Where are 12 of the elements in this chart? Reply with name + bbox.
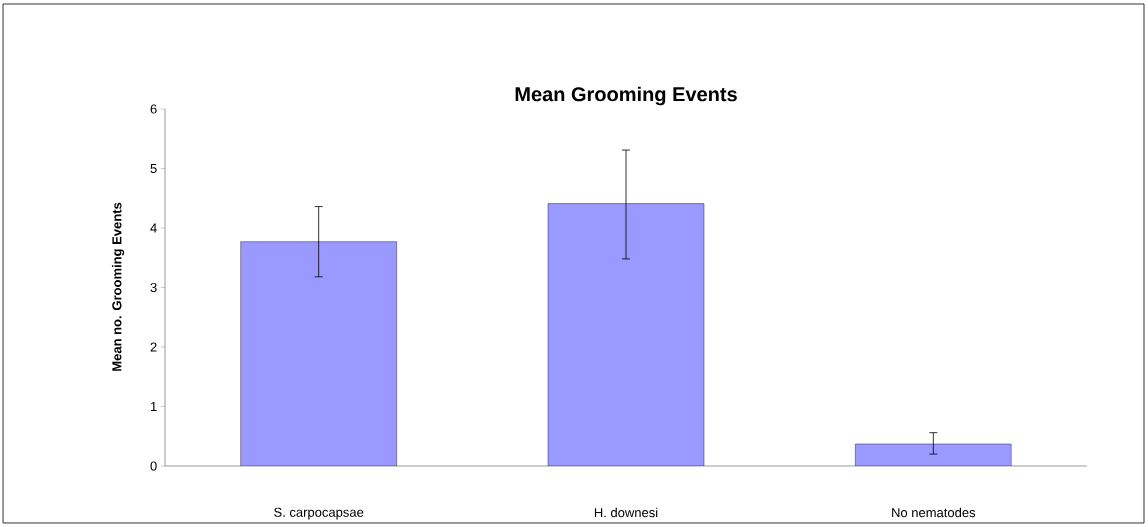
y-tick-label: 6: [150, 104, 157, 114]
y-tick-label: 4: [150, 223, 157, 233]
y-axis-title: Mean no. Grooming Events: [111, 202, 125, 371]
y-tick-label: 3: [150, 282, 157, 293]
y-tick-label: 2: [150, 342, 157, 352]
y-tick-label: 5: [150, 163, 157, 174]
chart-title: Mean Grooming Events: [515, 86, 737, 106]
x-tick-label: No nematodes: [892, 507, 976, 518]
y-tick-label: 1: [150, 402, 157, 411]
x-tick-label: H. downesi: [594, 507, 658, 518]
x-tick-label: S. carpocapsae: [274, 507, 364, 520]
y-tick-label: 0: [150, 461, 157, 471]
